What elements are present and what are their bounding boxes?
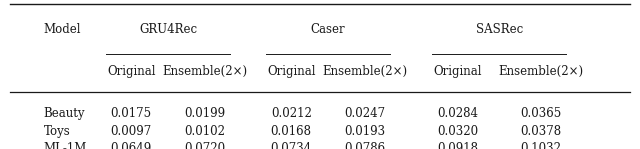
- Text: 0.0365: 0.0365: [520, 107, 561, 120]
- Text: 0.0175: 0.0175: [111, 107, 152, 120]
- Text: GRU4Rec: GRU4Rec: [139, 23, 197, 36]
- Text: 0.0720: 0.0720: [184, 142, 225, 149]
- Text: Original: Original: [107, 65, 156, 78]
- Text: 0.0199: 0.0199: [184, 107, 225, 120]
- Text: Ensemble(2×): Ensemble(2×): [498, 65, 584, 78]
- Text: 0.0102: 0.0102: [184, 125, 225, 138]
- Text: Beauty: Beauty: [44, 107, 85, 120]
- Text: 0.0247: 0.0247: [344, 107, 385, 120]
- Text: 0.0649: 0.0649: [111, 142, 152, 149]
- Text: 0.0918: 0.0918: [437, 142, 478, 149]
- Text: Model: Model: [44, 23, 81, 36]
- Text: Original: Original: [267, 65, 316, 78]
- Text: Caser: Caser: [310, 23, 346, 36]
- Text: 0.1032: 0.1032: [520, 142, 561, 149]
- Text: Original: Original: [433, 65, 482, 78]
- Text: 0.0168: 0.0168: [271, 125, 312, 138]
- Text: Toys: Toys: [44, 125, 70, 138]
- Text: 0.0212: 0.0212: [271, 107, 312, 120]
- Text: 0.0734: 0.0734: [271, 142, 312, 149]
- Text: 0.0193: 0.0193: [344, 125, 385, 138]
- Text: 0.0097: 0.0097: [111, 125, 152, 138]
- Text: 0.0378: 0.0378: [520, 125, 561, 138]
- Text: Ensemble(2×): Ensemble(2×): [162, 65, 248, 78]
- Text: SASRec: SASRec: [476, 23, 523, 36]
- Text: 0.0320: 0.0320: [437, 125, 478, 138]
- Text: 0.0786: 0.0786: [344, 142, 385, 149]
- Text: Ensemble(2×): Ensemble(2×): [322, 65, 408, 78]
- Text: 0.0284: 0.0284: [437, 107, 478, 120]
- Text: ML-1M: ML-1M: [44, 142, 87, 149]
